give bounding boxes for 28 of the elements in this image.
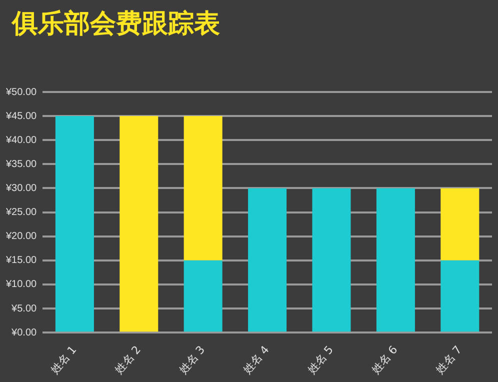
y-tick-label: ¥10.00 [4,279,38,290]
x-tick-label: 姓名 2 [112,343,144,377]
chart-title: 俱乐部会费跟踪表 [12,8,220,41]
bar [312,188,351,332]
bar [120,116,158,332]
bar [440,260,480,332]
bar [440,188,480,260]
bar [248,188,287,332]
bar [184,260,222,332]
y-tick-label: ¥20.00 [4,231,38,242]
x-tick-label: 姓名 5 [305,343,336,377]
y-tick-label: ¥15.00 [4,255,38,266]
x-tick-label: 姓名 3 [176,343,208,377]
y-tick-label: ¥50.00 [4,86,38,98]
x-tick-label: 姓名 4 [240,343,272,377]
x-tick-label: 姓名 1 [48,343,80,377]
y-tick-label: ¥40.00 [4,134,38,146]
bar [184,116,222,260]
x-tick-label: 姓名 7 [434,343,464,377]
x-tick-label: 姓名 6 [369,343,400,377]
y-tick-label: ¥45.00 [4,110,38,122]
y-tick-label: ¥30.00 [4,183,38,194]
y-tick-label: ¥5.00 [10,303,38,314]
bar [376,188,415,332]
y-tick-label: ¥25.00 [4,207,38,218]
y-tick-label: ¥0.00 [10,327,38,338]
bar [55,116,94,332]
y-tick-label: ¥35.00 [4,158,38,170]
